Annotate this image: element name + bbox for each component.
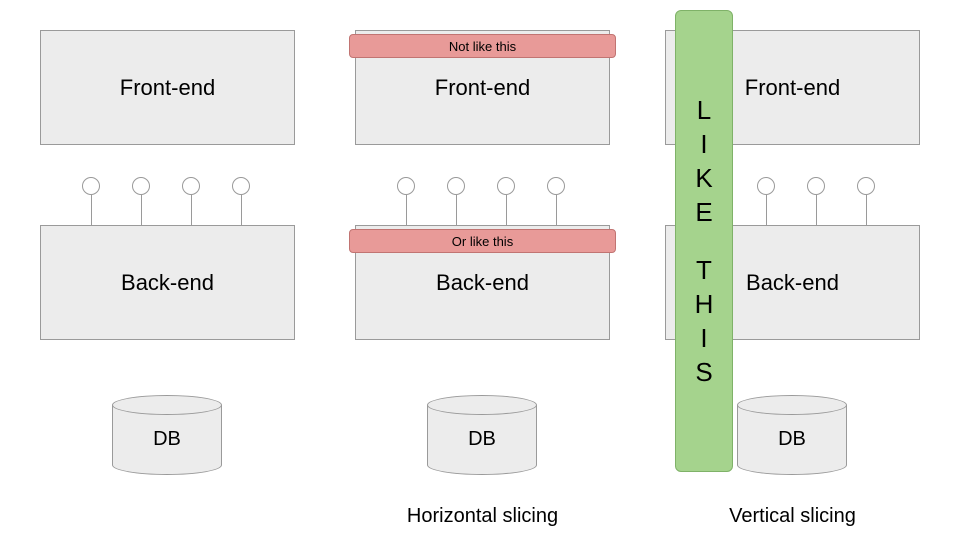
vertical-slice-letter: L: [697, 97, 711, 123]
layer-box: Back-end: [40, 225, 295, 340]
vertical-slice-letter: H: [695, 291, 714, 317]
lollipop-ball-icon: [132, 177, 150, 195]
layer-box: Front-end: [40, 30, 295, 145]
interface-lollipop: [405, 177, 406, 225]
lollipop-stick-icon: [766, 195, 767, 225]
lollipop-ball-icon: [232, 177, 250, 195]
db-cylinder: DB: [112, 395, 222, 485]
db-top-icon: [112, 395, 222, 415]
layer-box-label: Front-end: [435, 75, 530, 101]
layer-box-label: Front-end: [745, 75, 840, 101]
layer-box-label: Back-end: [121, 270, 214, 296]
db-top-icon: [737, 395, 847, 415]
layer-box-label: Back-end: [746, 270, 839, 296]
lollipop-ball-icon: [447, 177, 465, 195]
lollipop-ball-icon: [807, 177, 825, 195]
interface-lollipop: [140, 177, 141, 225]
lollipop-stick-icon: [556, 195, 557, 225]
vertical-slice-letter: I: [700, 325, 707, 351]
interface-lollipop: [455, 177, 456, 225]
db-cylinder: DB: [737, 395, 847, 485]
db-label: DB: [737, 428, 847, 451]
db-label: DB: [112, 428, 222, 451]
lollipop-ball-icon: [757, 177, 775, 195]
interface-lollipop: [815, 177, 816, 225]
lollipop-ball-icon: [857, 177, 875, 195]
column-caption: Vertical slicing: [665, 505, 920, 528]
vertical-slice-letter: I: [700, 131, 707, 157]
slice-badge-label: Or like this: [452, 234, 513, 249]
vertical-slice-letter: E: [695, 199, 712, 225]
lollipop-stick-icon: [506, 195, 507, 225]
layer-box-label: Back-end: [436, 270, 529, 296]
vertical-slice-text: LIKETHIS: [695, 93, 714, 389]
lollipop-ball-icon: [397, 177, 415, 195]
vertical-slice-bar: LIKETHIS: [675, 10, 733, 472]
lollipop-stick-icon: [91, 195, 92, 225]
lollipop-stick-icon: [191, 195, 192, 225]
lollipop-ball-icon: [547, 177, 565, 195]
vertical-slice-letter: S: [695, 359, 712, 385]
interface-lollipop: [90, 177, 91, 225]
interface-lollipop: [505, 177, 506, 225]
lollipop-stick-icon: [456, 195, 457, 225]
lollipop-stick-icon: [866, 195, 867, 225]
interface-lollipop: [190, 177, 191, 225]
db-cylinder: DB: [427, 395, 537, 485]
interface-lollipop: [865, 177, 866, 225]
lollipop-stick-icon: [141, 195, 142, 225]
interface-lollipop: [765, 177, 766, 225]
slice-badge-label: Not like this: [449, 39, 516, 54]
interface-lollipop: [555, 177, 556, 225]
vertical-slice-letter: K: [695, 165, 712, 191]
lollipop-stick-icon: [816, 195, 817, 225]
db-top-icon: [427, 395, 537, 415]
column-caption: Horizontal slicing: [355, 505, 610, 528]
lollipop-stick-icon: [241, 195, 242, 225]
layer-box-label: Front-end: [120, 75, 215, 101]
vertical-slice-letter: T: [696, 257, 712, 283]
lollipop-stick-icon: [406, 195, 407, 225]
lollipop-ball-icon: [82, 177, 100, 195]
lollipop-ball-icon: [182, 177, 200, 195]
lollipop-ball-icon: [497, 177, 515, 195]
interface-lollipop: [240, 177, 241, 225]
slice-badge: Or like this: [349, 229, 616, 253]
db-label: DB: [427, 428, 537, 451]
slice-badge: Not like this: [349, 34, 616, 58]
